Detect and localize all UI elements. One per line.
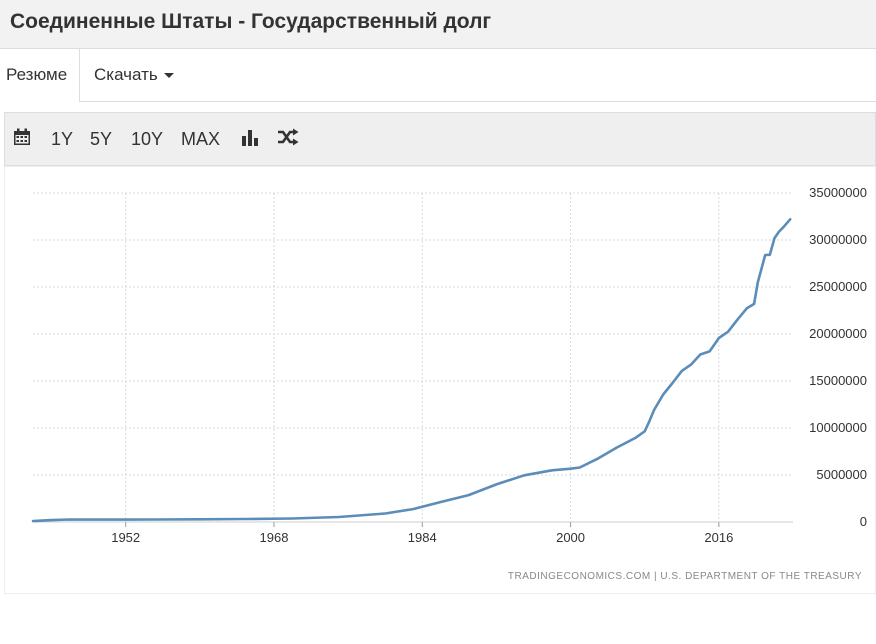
tab-download[interactable]: Скачать: [94, 65, 174, 85]
tab-download-label: Скачать: [94, 65, 158, 84]
y-tick-label: 35000000: [809, 185, 867, 200]
x-tick-label: 2000: [556, 530, 585, 545]
y-tick-label: 15000000: [809, 373, 867, 388]
caret-down-icon: [163, 73, 174, 79]
y-tick-label: 10000000: [809, 420, 867, 435]
debt-line-chart: 0 5000000 10000000 15000000 20000000 25000000…: [31, 185, 867, 582]
bar-chart-icon[interactable]: [241, 128, 261, 151]
source-credit: TRADINGECONOMICS.COM | U.S. DEPARTMENT O…: [508, 571, 862, 582]
series-line-0: [31, 217, 792, 523]
chart-toolbar: 1Y 5Y 10Y MAX: [4, 112, 876, 166]
calendar-icon[interactable]: [13, 128, 31, 151]
tab-summary[interactable]: Резюме: [0, 49, 80, 102]
tab-bar: Резюме Скачать: [0, 49, 876, 102]
x-tick-label: 2016: [704, 530, 733, 545]
range-max-button[interactable]: MAX: [181, 129, 221, 149]
chart-container: 0 5000000 10000000 15000000 20000000 25000000…: [4, 166, 876, 594]
title-bar: Соединенные Штаты - Государственный долг: [0, 0, 876, 49]
x-tick-label: 1968: [260, 530, 289, 545]
range-1y-button[interactable]: 1Y: [51, 129, 74, 149]
range-10y-button[interactable]: 10Y: [131, 129, 164, 149]
page-title: Соединенные Штаты - Государственный долг: [10, 10, 492, 33]
range-5y-button[interactable]: 5Y: [90, 129, 113, 149]
y-tick-label: 20000000: [809, 326, 867, 341]
x-tick-label: 1984: [408, 530, 437, 545]
shuffle-icon[interactable]: [277, 128, 299, 151]
tab-summary-label: Резюме: [6, 65, 68, 84]
y-tick-label: 25000000: [809, 279, 867, 294]
y-tick-label: 0: [860, 514, 867, 529]
x-tick-label: 1952: [111, 530, 140, 545]
y-tick-label: 5000000: [816, 467, 867, 482]
y-tick-label: 30000000: [809, 232, 867, 247]
